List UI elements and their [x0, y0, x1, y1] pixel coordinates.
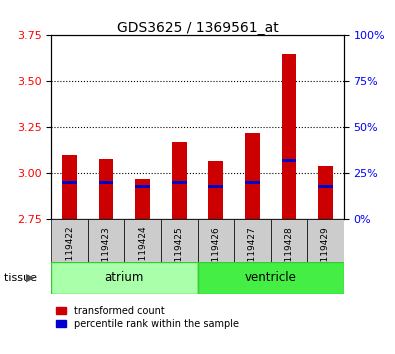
Bar	[318, 185, 333, 188]
Text: atrium: atrium	[105, 272, 144, 284]
FancyBboxPatch shape	[51, 262, 198, 294]
FancyBboxPatch shape	[88, 219, 124, 262]
FancyBboxPatch shape	[198, 262, 344, 294]
Bar	[62, 155, 77, 219]
Bar	[209, 161, 223, 219]
Bar	[62, 181, 77, 184]
Bar	[245, 181, 260, 184]
Text: GSM119424: GSM119424	[138, 226, 147, 280]
Bar	[99, 159, 113, 219]
Text: GSM119422: GSM119422	[65, 226, 74, 280]
FancyBboxPatch shape	[198, 219, 234, 262]
Text: GDS3625 / 1369561_at: GDS3625 / 1369561_at	[117, 21, 278, 35]
Text: ▶: ▶	[26, 273, 34, 283]
FancyBboxPatch shape	[51, 219, 88, 262]
Text: GSM119425: GSM119425	[175, 226, 184, 281]
Bar	[282, 54, 296, 219]
Bar	[172, 142, 186, 219]
Text: ventricle: ventricle	[245, 272, 297, 284]
Bar	[135, 185, 150, 188]
Text: GSM119426: GSM119426	[211, 226, 220, 281]
Bar	[318, 166, 333, 219]
Legend: transformed count, percentile rank within the sample: transformed count, percentile rank withi…	[56, 306, 239, 329]
Text: GSM119427: GSM119427	[248, 226, 257, 281]
Bar	[282, 159, 296, 162]
Bar	[209, 185, 223, 188]
Text: GSM119429: GSM119429	[321, 226, 330, 281]
Bar	[99, 181, 113, 184]
Bar	[135, 179, 150, 219]
Bar	[245, 133, 260, 219]
Text: GSM119428: GSM119428	[284, 226, 293, 281]
FancyBboxPatch shape	[307, 219, 344, 262]
FancyBboxPatch shape	[271, 219, 307, 262]
FancyBboxPatch shape	[124, 219, 161, 262]
Bar	[172, 181, 186, 184]
FancyBboxPatch shape	[234, 219, 271, 262]
Text: GSM119423: GSM119423	[102, 226, 111, 281]
FancyBboxPatch shape	[161, 219, 198, 262]
Text: tissue: tissue	[4, 273, 40, 283]
